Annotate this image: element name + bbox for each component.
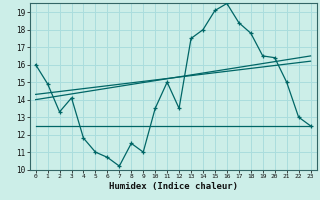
X-axis label: Humidex (Indice chaleur): Humidex (Indice chaleur)	[108, 182, 238, 191]
